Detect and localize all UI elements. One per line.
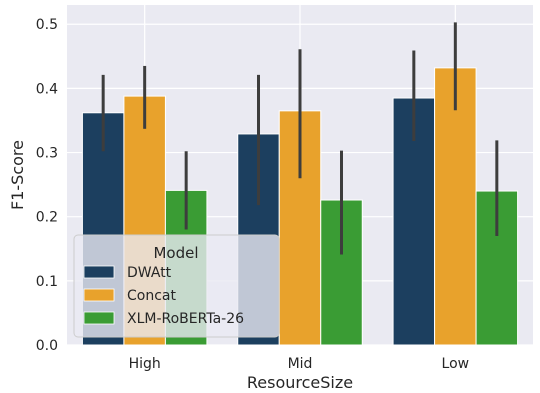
legend-box (73, 234, 280, 338)
error-bars (101, 22, 499, 255)
legend-swatch (83, 311, 115, 325)
x-axis-label: ResourceSize (247, 373, 353, 392)
legend-title: Model (153, 244, 198, 262)
legend: Model DWAtt Concat XLM-RoBERTa-26 (73, 234, 280, 338)
legend-swatch (83, 288, 115, 302)
y-tick-label: 0.4 (36, 81, 58, 97)
legend-items: DWAtt Concat XLM-RoBERTa-26 (83, 265, 244, 327)
legend-label: Concat (127, 288, 176, 304)
x-tick-label: Mid (288, 356, 313, 372)
legend-label: DWAtt (127, 265, 172, 281)
x-tick-label: Low (442, 356, 470, 372)
y-tick-label: 0.3 (36, 146, 58, 162)
legend-label: XLM-RoBERTa-26 (127, 311, 244, 327)
y-axis-label: F1-Score (8, 140, 27, 210)
y-tick-label: 0.0 (36, 338, 58, 354)
y-tick-label: 0.1 (36, 274, 58, 290)
y-tick-label: 0.5 (36, 17, 58, 33)
y-tick-label: 0.2 (36, 210, 58, 226)
y-tick-labels: 0.0 0.1 0.2 0.3 0.4 0.5 (36, 17, 58, 354)
x-tick-labels: High Mid Low (129, 356, 470, 372)
legend-swatch (83, 265, 115, 279)
x-tick-label: High (129, 356, 161, 372)
